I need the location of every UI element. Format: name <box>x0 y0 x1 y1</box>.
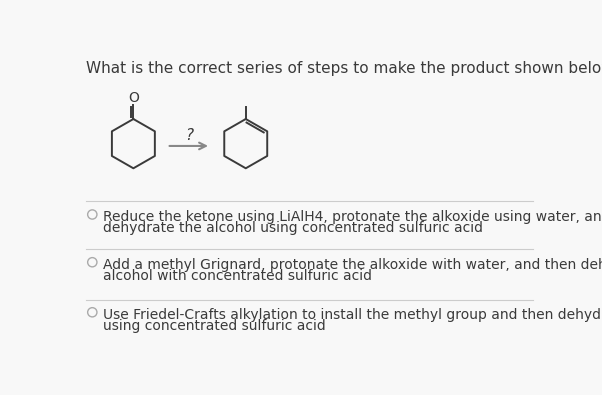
Text: Add a methyl Grignard, protonate the alkoxide with water, and then dehydrate the: Add a methyl Grignard, protonate the alk… <box>103 258 602 272</box>
Text: O: O <box>129 91 140 105</box>
Text: What is the correct series of steps to make the product shown below?: What is the correct series of steps to m… <box>86 61 602 76</box>
Text: Reduce the ketone using LiAlH4, protonate the alkoxide using water, and then: Reduce the ketone using LiAlH4, protonat… <box>103 210 602 224</box>
Text: dehydrate the alcohol using concentrated sulfuric acid: dehydrate the alcohol using concentrated… <box>103 222 483 235</box>
Text: alcohol with concentrated sulfuric acid: alcohol with concentrated sulfuric acid <box>103 269 372 283</box>
Text: ?: ? <box>185 128 193 143</box>
Text: using concentrated sulfuric acid: using concentrated sulfuric acid <box>103 319 326 333</box>
Text: Use Friedel-Crafts alkylation to install the methyl group and then dehydrate the: Use Friedel-Crafts alkylation to install… <box>103 308 602 322</box>
